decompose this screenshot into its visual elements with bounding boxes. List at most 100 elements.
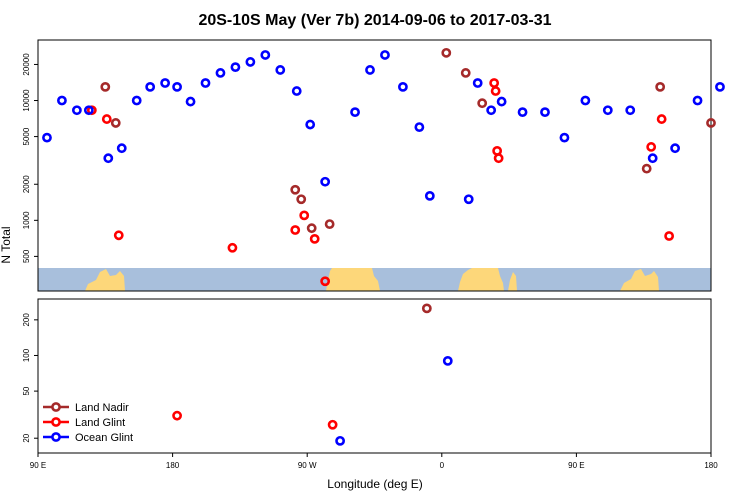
land-nadir-point (100, 81, 111, 92)
x-tick-label: 180 (704, 461, 718, 470)
legend-marker-land-glint (51, 417, 61, 427)
upper-y-tick-label: 5000 (22, 127, 31, 145)
lower-y-tick-label: 20 (22, 433, 31, 442)
ocean-glint-point (275, 65, 286, 75)
land-nadir-point (296, 194, 307, 205)
ocean-glint-point (230, 62, 241, 73)
land-glint-point (327, 419, 338, 430)
land-mass-4 (508, 272, 517, 291)
upper-y-tick-label: 2000 (22, 175, 31, 193)
land-glint-point (493, 153, 504, 164)
tick-labels: 90 E 180 90 W 0 90 E 180 500 1000 2000 5000 10000 2… (22, 53, 718, 470)
land-glint-point (664, 231, 675, 241)
ocean-glint-point (335, 435, 346, 446)
ocean-glint-point (145, 81, 156, 92)
ocean-glint-point (496, 96, 507, 107)
ocean-glint-point (398, 81, 408, 92)
ocean-glint-point (517, 107, 528, 118)
legend-marker-ocean-glint (51, 432, 61, 442)
ocean-glint-point (350, 107, 360, 118)
ocean-glint-point (625, 105, 636, 116)
land-glint-point (492, 145, 503, 156)
land-nadir-point (110, 118, 121, 128)
land-glint-point (656, 114, 667, 124)
ocean-glint-point (692, 95, 703, 106)
land-glint-point (299, 210, 310, 221)
ocean-glint-point (83, 105, 94, 116)
land-nadir-point (706, 118, 716, 128)
x-tick-label: 90 W (298, 461, 317, 470)
land-glint-point (320, 276, 331, 287)
ocean-glint-point (200, 78, 211, 88)
land-glint-point (227, 242, 238, 253)
upper-y-tick-label: 1000 (22, 211, 31, 229)
ocean-glint-point (245, 57, 256, 67)
lower-y-tick-label: 100 (22, 348, 31, 362)
land-nadir-point (460, 68, 471, 78)
ocean-glint-point (71, 105, 82, 116)
ocean-glint-point (305, 119, 316, 130)
ocean-glint-point (185, 96, 196, 107)
land-nadir-point (306, 223, 317, 234)
y-axis-label: N Total (0, 226, 13, 263)
legend-label-land-glint: Land Glint (75, 417, 125, 429)
ocean-glint-point (57, 95, 67, 106)
ocean-glint-point (42, 132, 52, 143)
land-nadir-point (421, 303, 432, 314)
land-glint-point (490, 86, 501, 96)
ocean-glint-point (380, 50, 390, 60)
legend-marker-land-nadir (51, 402, 61, 412)
upper-y-tick-label: 20000 (22, 53, 31, 76)
ocean-glint-point (414, 122, 425, 132)
ocean-glint-point (580, 95, 591, 106)
ocean-glint-point (291, 86, 302, 96)
ocean-glint-point (103, 153, 114, 164)
plot-panels (37, 39, 712, 454)
ocean-glint-point (442, 355, 453, 366)
land-mass-2 (326, 268, 380, 291)
land-glint-point (172, 410, 182, 421)
legend-label-ocean-glint: Ocean Glint (75, 432, 133, 444)
land-mass-5 (620, 269, 659, 291)
ocean-glint-point (260, 50, 271, 60)
upper-panel-frame (37, 39, 712, 292)
ocean-glint-point (160, 78, 171, 88)
land-nadir-point (477, 98, 488, 109)
land-nadir-point (641, 163, 652, 174)
x-axis-label: Longitude (deg E) (327, 477, 422, 491)
ocean-glint-point (540, 107, 550, 118)
ocean-glint-point (215, 68, 226, 78)
ocean-glint-point (670, 143, 681, 154)
ocean-glint-point (486, 105, 497, 116)
ocean-glint-point (320, 176, 331, 187)
lower-panel-frame (37, 298, 712, 454)
land-glint-point (489, 78, 500, 88)
ocean-glint-point (131, 95, 142, 106)
x-tick-label: 180 (166, 461, 180, 470)
x-tick-label: 90 E (568, 461, 584, 470)
ocean-glint-point (365, 65, 375, 75)
legend-label-land-nadir: Land Nadir (75, 402, 129, 414)
land-nadir-point (290, 184, 301, 195)
land-nadir-point (655, 81, 666, 92)
ocean-glint-point (602, 105, 613, 116)
land-nadir-point (441, 47, 452, 58)
upper-y-tick-label: 10000 (22, 89, 31, 112)
land-glint-point (113, 230, 124, 241)
land-glint-point (646, 142, 657, 152)
land-nadir-point (324, 219, 335, 230)
land-glint-point (101, 114, 112, 124)
ocean-glint-point (463, 194, 474, 205)
x-tick-label: 0 (440, 461, 445, 470)
ocean-glint-point (116, 143, 127, 154)
land-mass-3 (458, 268, 504, 291)
lower-y-tick-label: 50 (22, 386, 31, 395)
lower-y-tick-label: 200 (22, 313, 31, 327)
ocean-glint-point (559, 132, 570, 143)
upper-y-tick-label: 500 (22, 249, 31, 263)
ocean-glint-point (715, 81, 725, 92)
ocean-glint-point (172, 81, 182, 92)
legend: Land Nadir Land Glint Ocean Glint (43, 402, 133, 444)
ocean-glint-point (424, 190, 435, 201)
